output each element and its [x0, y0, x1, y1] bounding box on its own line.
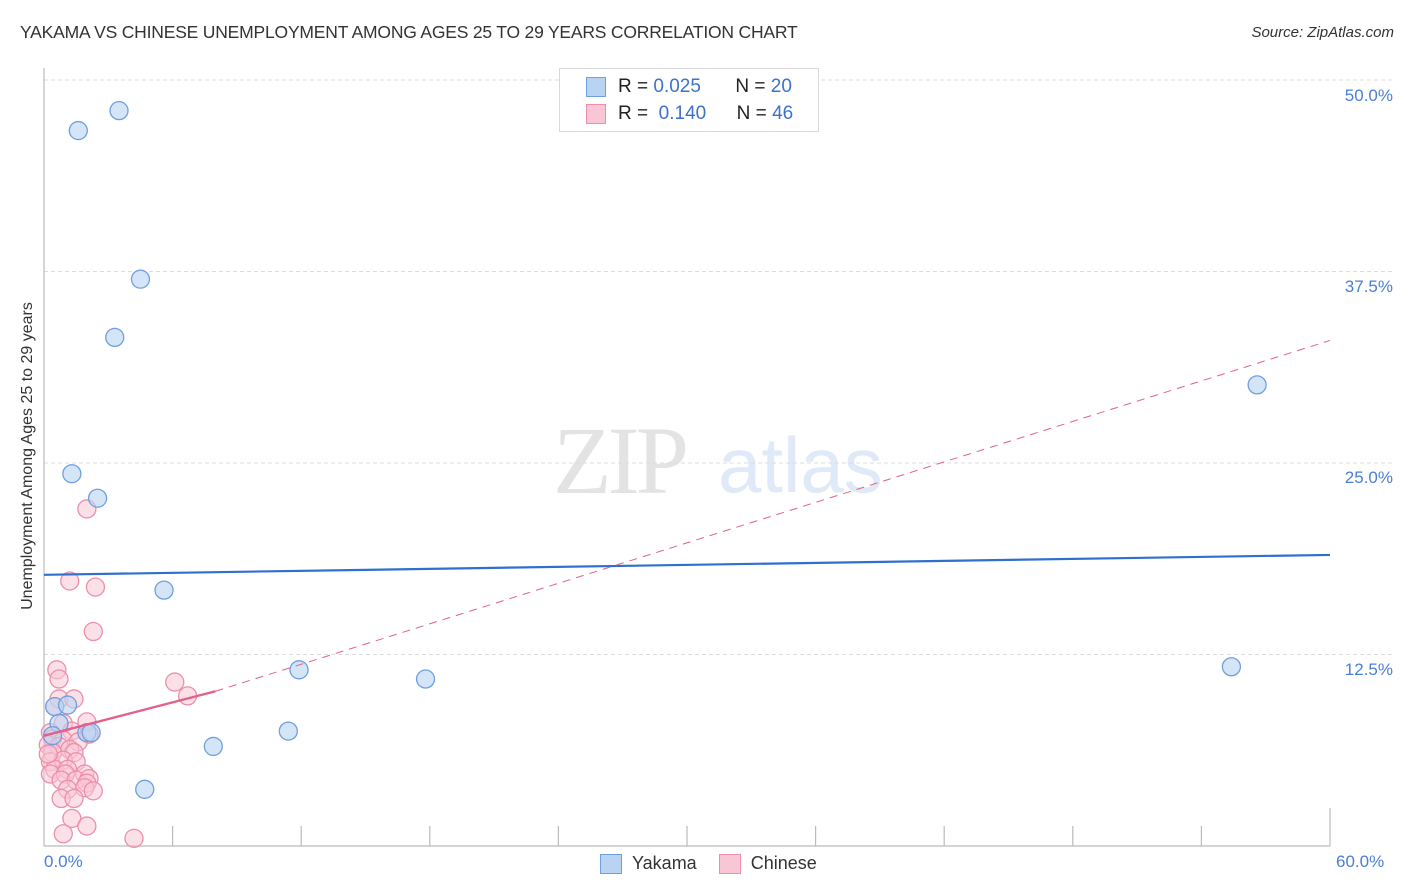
series-legend: Yakama Chinese [600, 853, 839, 874]
legend-label-chinese: Chinese [750, 853, 817, 873]
x-tick-0: 0.0% [44, 852, 83, 871]
data-point [124, 828, 144, 848]
chinese-swatch-icon [586, 104, 606, 124]
data-point [68, 120, 88, 141]
data-point [57, 695, 78, 715]
chinese-points [38, 499, 198, 848]
data-point [109, 100, 129, 121]
data-point [62, 808, 82, 829]
yakama-points [42, 100, 1267, 799]
data-point [64, 788, 84, 809]
yakama-swatch-icon [586, 77, 606, 97]
data-point [83, 781, 103, 801]
data-point [49, 669, 69, 689]
legend-item-yakama[interactable]: Yakama [600, 853, 697, 874]
n-label: N = [735, 76, 766, 97]
data-point [130, 269, 151, 289]
data-point [60, 571, 80, 591]
y-tick-25: 25.0% [1344, 468, 1393, 487]
x-tick-60: 60.0% [1336, 852, 1385, 871]
r-value: 0.140 [658, 103, 707, 124]
stats-legend: R = 0.025 N = 20 R = 0.140 N = 46 [559, 68, 819, 132]
data-point [38, 744, 58, 764]
n-value: 46 [772, 103, 794, 124]
data-point [1221, 657, 1242, 677]
trend-lines [43, 339, 1331, 737]
legend-label-yakama: Yakama [632, 853, 697, 873]
data-point [85, 577, 106, 597]
gridlines [44, 79, 1392, 655]
data-point [1247, 375, 1267, 395]
y-tick-50: 50.0% [1344, 86, 1393, 105]
data-point [278, 721, 298, 741]
source-label: Source: ZipAtlas.com [1251, 24, 1394, 41]
watermark-zip: ZIP [553, 407, 689, 514]
r-label: R = [618, 76, 649, 97]
data-point [415, 669, 436, 689]
legend-item-chinese[interactable]: Chinese [718, 853, 817, 874]
data-point [105, 327, 125, 348]
watermark-atlas: atlas [718, 421, 883, 509]
chart-title: YAKAMA VS CHINESE UNEMPLOYMENT AMONG AGE… [20, 22, 798, 42]
data-point [154, 580, 174, 600]
data-point [135, 779, 155, 799]
data-point [203, 736, 223, 757]
data-point [83, 621, 103, 642]
r-label: R = [618, 103, 649, 124]
n-label: N = [736, 103, 767, 124]
chinese-swatch-icon [718, 853, 741, 874]
data-point [165, 672, 185, 692]
legend-row-yakama: R = 0.025 N = 20 [586, 75, 792, 99]
data-point [77, 816, 97, 836]
data-point [289, 660, 309, 680]
data-point [87, 488, 108, 508]
data-point [53, 824, 73, 844]
y-tick-12-5: 12.5% [1344, 660, 1393, 679]
yakama-swatch-icon [600, 853, 622, 874]
n-value: 20 [770, 76, 792, 97]
y-tick-37-5: 37.5% [1344, 277, 1393, 296]
legend-row-chinese: R = 0.140 N = 46 [586, 102, 793, 126]
data-point [62, 464, 82, 484]
y-axis-label: Unemployment Among Ages 25 to 29 years [19, 302, 36, 610]
axes [43, 68, 1331, 847]
r-value: 0.025 [653, 76, 701, 97]
